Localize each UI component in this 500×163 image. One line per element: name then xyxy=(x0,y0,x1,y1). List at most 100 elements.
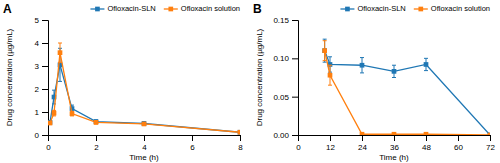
error-bar xyxy=(94,121,98,124)
legend-item: Ofloxacin-SLN xyxy=(90,4,155,13)
point xyxy=(424,132,429,135)
tick-label: 8 xyxy=(238,143,243,152)
tick-label: 36 xyxy=(390,143,399,152)
plot: 0 2 4 6 8 0 1 2 3 4 5 xyxy=(35,16,244,152)
x-axis: 0 12 24 36 48 60 72 xyxy=(296,135,495,152)
point xyxy=(238,130,240,135)
legend-label: Ofloxacin-SLN xyxy=(107,4,155,13)
tick-label: 48 xyxy=(422,143,431,152)
tick-mark xyxy=(192,135,193,141)
tick: 0 xyxy=(296,135,301,152)
tick: 0.00 xyxy=(273,131,298,140)
point xyxy=(392,132,397,135)
tick: 2 xyxy=(35,85,48,94)
line xyxy=(50,65,240,132)
tick: 6 xyxy=(190,135,195,152)
tick-label: 0.15 xyxy=(273,16,289,25)
tick-mark xyxy=(458,135,459,141)
point xyxy=(488,133,490,135)
tick-label: 12 xyxy=(326,143,335,152)
tick-label: 24 xyxy=(358,143,367,152)
tick-label: 1 xyxy=(35,108,40,117)
panel: 02468012345Time (h)Drug concentration (µ… xyxy=(3,2,243,162)
tick: 2 xyxy=(94,135,99,152)
tick-mark xyxy=(292,97,298,98)
tick-label: 3 xyxy=(35,62,40,71)
x-axis-title: Time (h) xyxy=(379,153,409,162)
point xyxy=(360,132,365,135)
point xyxy=(328,73,333,78)
series xyxy=(322,41,490,135)
tick-mark xyxy=(240,135,241,141)
point xyxy=(94,119,99,124)
tick-label: 5 xyxy=(35,16,40,25)
panel-label: B xyxy=(253,2,262,16)
y-axis: 0 1 2 3 4 5 xyxy=(35,16,49,140)
tick-mark xyxy=(292,20,298,21)
tick-mark xyxy=(362,135,363,141)
tick-mark xyxy=(42,20,48,21)
series xyxy=(48,43,240,135)
tick-label: 0.00 xyxy=(273,131,289,140)
tick-label: 60 xyxy=(454,143,463,152)
marks xyxy=(322,39,490,135)
tick: 24 xyxy=(358,135,367,152)
tick-mark xyxy=(42,43,48,44)
tick-label: 0 xyxy=(35,131,40,140)
legend-item: Ofloxacin solution xyxy=(164,4,240,13)
x-axis: 02468 xyxy=(46,135,243,152)
tick-label: 4 xyxy=(142,143,147,152)
point xyxy=(392,69,397,74)
tick: 4 xyxy=(35,39,48,48)
point xyxy=(322,48,327,53)
tick: 1 xyxy=(35,108,48,117)
axis-line xyxy=(292,21,299,136)
point xyxy=(52,111,57,116)
tick: 48 xyxy=(422,135,431,152)
legend: Ofloxacin-SLNOfloxacin solution xyxy=(340,4,490,13)
tick: 5 xyxy=(35,16,48,25)
series xyxy=(322,39,490,135)
point xyxy=(142,122,147,127)
legend-label: Ofloxacin solution xyxy=(431,4,490,13)
error-bar xyxy=(328,65,332,85)
tick-label: 0.10 xyxy=(273,54,289,63)
axis-line xyxy=(42,21,49,136)
series xyxy=(48,48,240,134)
error-bar xyxy=(424,58,428,70)
panel: 01224364860720.000.050.100.15Time (h)Dru… xyxy=(253,2,495,162)
line xyxy=(325,51,490,135)
point xyxy=(360,63,365,68)
x-axis-title: Time (h) xyxy=(129,153,159,162)
legend-marker xyxy=(168,7,173,12)
tick-mark xyxy=(292,135,298,136)
tick-label: 0 xyxy=(296,143,301,152)
point xyxy=(70,111,75,116)
line xyxy=(325,51,490,135)
tick-label: 72 xyxy=(486,143,495,152)
tick-mark xyxy=(490,135,491,141)
tick-label: 6 xyxy=(190,143,195,152)
tick-label: 2 xyxy=(94,143,99,152)
tick: 12 xyxy=(326,135,335,152)
legend-label: Ofloxacin solution xyxy=(181,4,240,13)
error-bar xyxy=(323,41,327,61)
panel-label: A xyxy=(3,2,12,16)
tick: 3 xyxy=(35,62,48,71)
tick-mark xyxy=(144,135,145,141)
tick-mark xyxy=(42,89,48,90)
point xyxy=(58,50,63,55)
point xyxy=(322,48,327,53)
point xyxy=(48,120,52,125)
error-bar xyxy=(142,123,146,126)
tick: 8 xyxy=(238,135,243,152)
chart: 02468012345Time (h)Drug concentration (µ… xyxy=(0,0,500,163)
legend-marker xyxy=(95,7,100,12)
error-bar xyxy=(58,43,62,62)
tick: 72 xyxy=(486,135,495,152)
point xyxy=(94,120,99,125)
marks xyxy=(48,43,240,135)
plot: 01224364860720.000.050.100.15 xyxy=(273,16,495,152)
y-axis-title: Drug concentration (µg/mL) xyxy=(5,28,14,126)
point xyxy=(142,121,147,126)
